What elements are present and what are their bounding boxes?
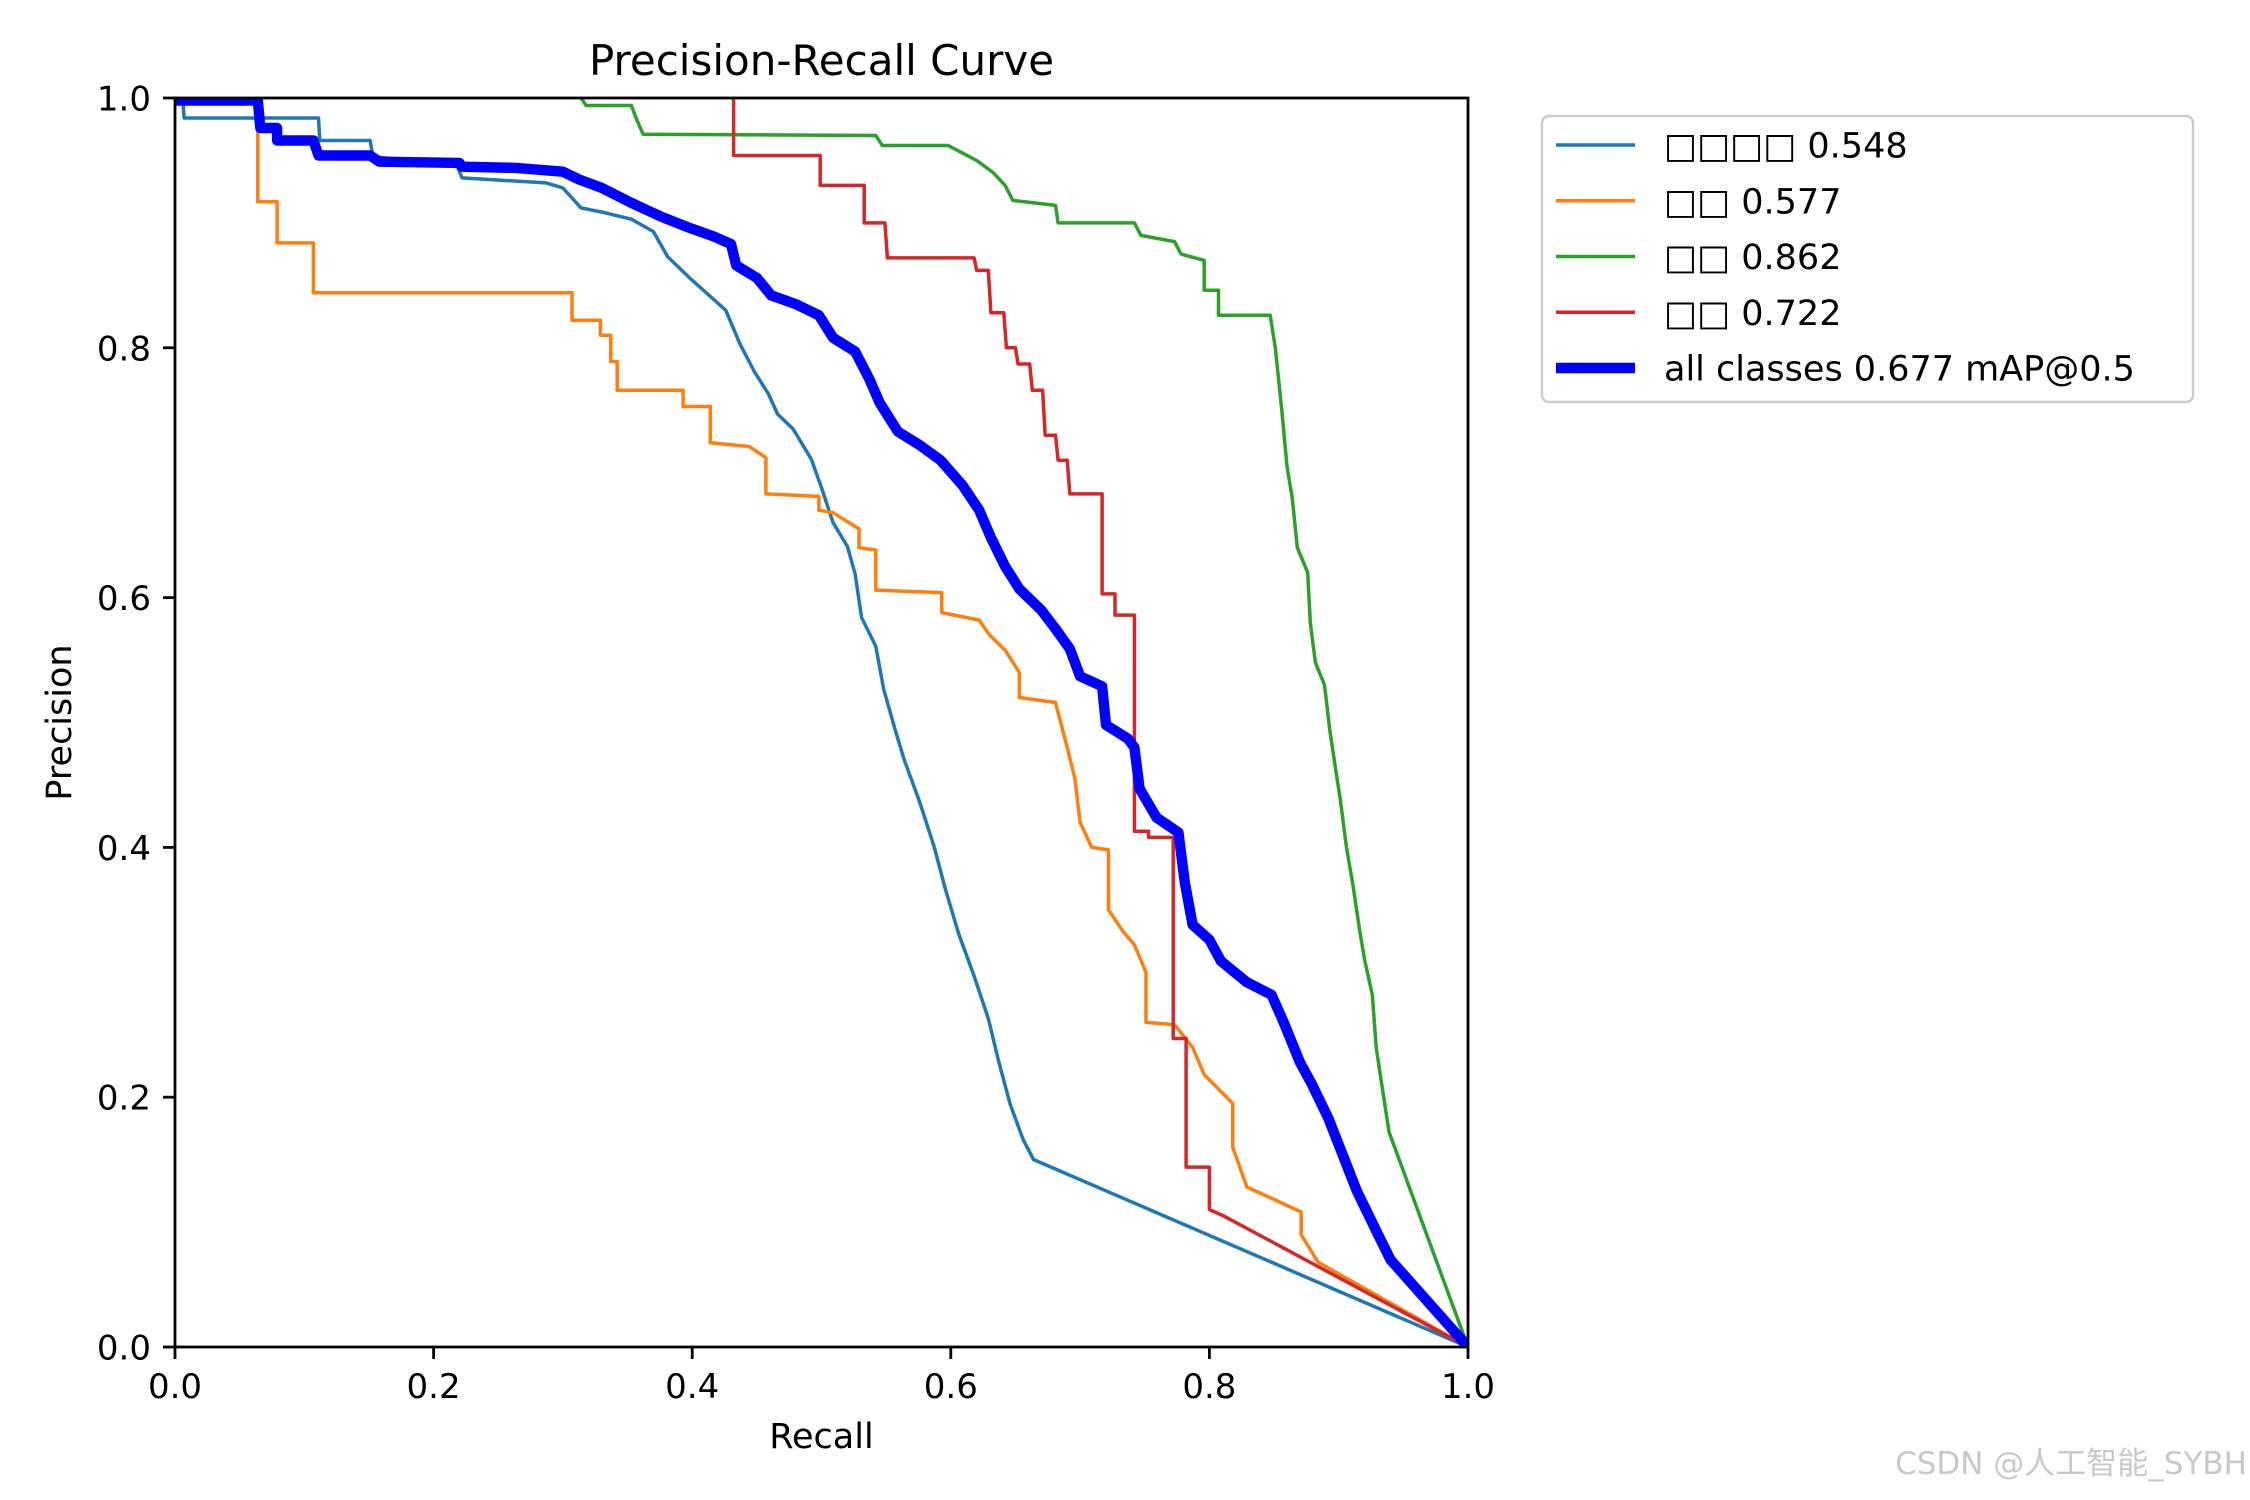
watermark: CSDN @人工智能_SYBH xyxy=(1895,1446,2247,1482)
y-axis-label: Precision xyxy=(40,644,80,800)
legend-label: all classes 0.677 mAP@0.5 xyxy=(1664,350,2135,390)
series-line-2 xyxy=(175,98,1468,1347)
series-line-5 xyxy=(175,98,1468,1347)
legend-item: □□□□ 0.548 xyxy=(1556,127,1908,167)
legend-item: all classes 0.677 mAP@0.5 xyxy=(1556,350,2135,390)
axes-frame xyxy=(173,96,1470,1349)
x-axis-label: Recall xyxy=(769,1417,873,1457)
y-tick-label: 0.8 xyxy=(97,329,151,369)
y-tick-label: 0.0 xyxy=(97,1329,151,1369)
legend-label: □□ 0.722 xyxy=(1664,294,1841,334)
legend-label: □□□□ 0.548 xyxy=(1664,127,1908,167)
y-tick-label: 1.0 xyxy=(97,80,151,120)
y-tick-label: 0.2 xyxy=(97,1079,151,1119)
series-layer xyxy=(175,98,1468,1347)
legend-items: □□□□ 0.548 □□ 0.577 □□ 0.862 □□ 0.722 all cl… xyxy=(1556,127,2135,390)
x-tick-label: 0.4 xyxy=(665,1367,719,1407)
legend: □□□□ 0.548 □□ 0.577 □□ 0.862 □□ 0.722 all cl… xyxy=(1540,114,2195,404)
x-tick-label: 1.0 xyxy=(1441,1367,1495,1407)
axes-background xyxy=(175,98,1468,1347)
series-line-3 xyxy=(579,98,1468,1347)
legend-item: □□ 0.862 xyxy=(1556,238,1841,278)
chart-title: Precision-Recall Curve xyxy=(589,36,1054,85)
legend-item: □□ 0.722 xyxy=(1556,294,1841,334)
x-tick-label: 0.8 xyxy=(1182,1367,1236,1407)
legend-label: □□ 0.862 xyxy=(1664,238,1841,278)
series-line-4 xyxy=(731,98,1468,1347)
legend-item: □□ 0.577 xyxy=(1556,182,1841,222)
y-tick-label: 0.6 xyxy=(97,579,151,619)
plot-area xyxy=(173,96,1470,1349)
x-tick-label: 0.2 xyxy=(407,1367,461,1407)
x-tick-label: 0.0 xyxy=(148,1367,202,1407)
y-axis: 0.0 0.2 0.4 0.6 0.8 1.0 xyxy=(97,80,175,1369)
legend-frame xyxy=(1540,114,2195,404)
y-tick-label: 0.4 xyxy=(97,829,151,869)
x-axis: 0.0 0.2 0.4 0.6 0.8 1.0 xyxy=(148,1347,1495,1407)
x-tick-label: 0.6 xyxy=(924,1367,978,1407)
legend-label: □□ 0.577 xyxy=(1664,182,1841,222)
